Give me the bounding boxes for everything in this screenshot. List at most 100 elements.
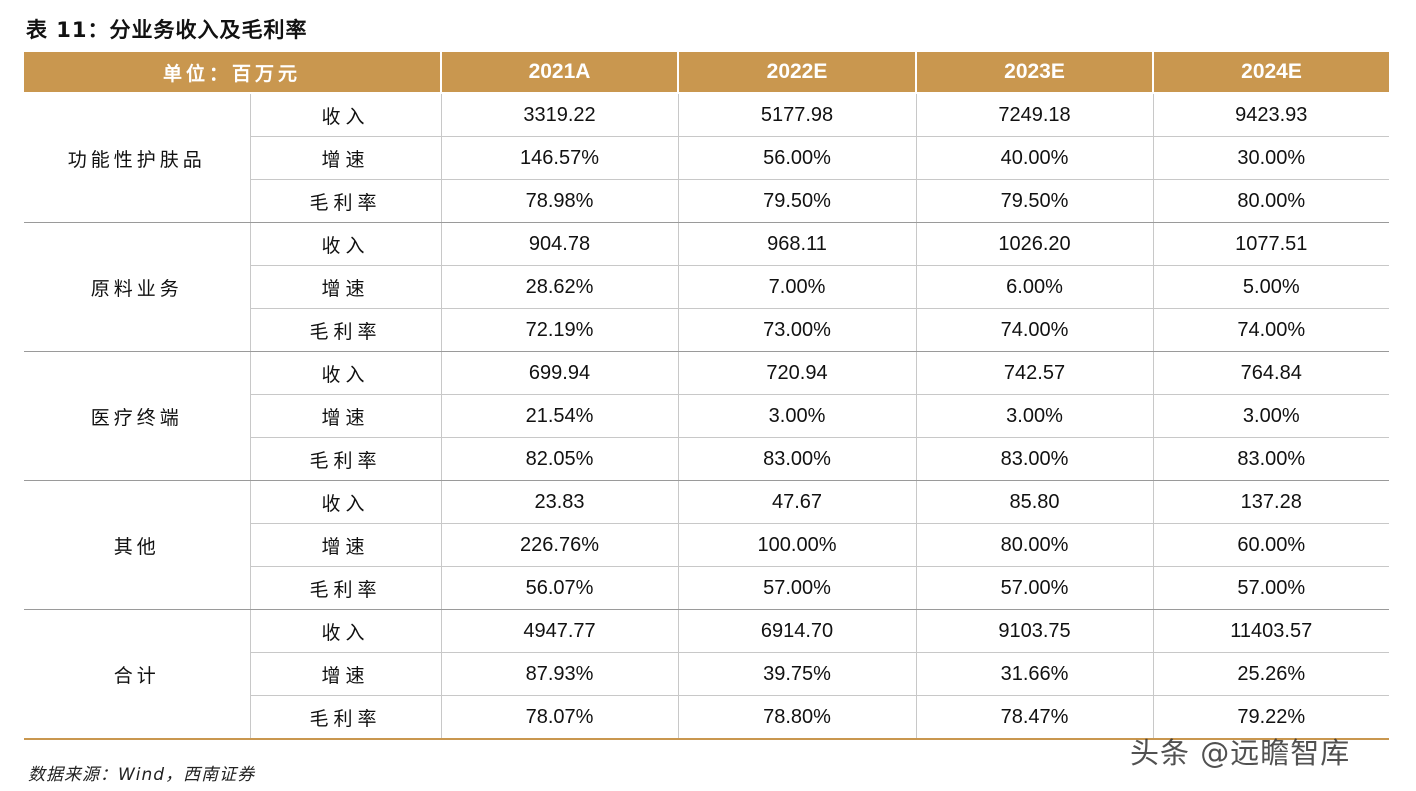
segment-name: 其他: [24, 480, 251, 610]
table-cell: 968.11: [678, 222, 917, 266]
year-header: 2022E: [678, 52, 918, 94]
table-cell: 82.05%: [441, 437, 679, 481]
table-cell: 764.84: [1153, 351, 1390, 395]
metric-label: 收入: [250, 480, 442, 524]
table-cell: 7.00%: [678, 265, 917, 309]
table-cell: 28.62%: [441, 265, 679, 309]
table-row: 增速 146.57% 56.00% 40.00% 30.00%: [24, 136, 1390, 180]
segment-name: 合计: [24, 609, 251, 740]
table-header-row: 单位：百万元 2021A 2022E 2023E 2024E: [24, 52, 1390, 94]
data-source-note: 数据来源：Wind，西南证券: [28, 765, 256, 785]
table-cell: 74.00%: [1153, 308, 1390, 352]
table-cell: 5177.98: [678, 93, 917, 137]
table-cell: 3.00%: [1153, 394, 1390, 438]
table-cell: 57.00%: [1153, 566, 1390, 610]
metric-label: 增速: [250, 652, 442, 696]
table-cell: 3.00%: [916, 394, 1154, 438]
table-cell: 9103.75: [916, 609, 1154, 653]
table-cell: 40.00%: [916, 136, 1154, 180]
year-header: 2024E: [1153, 52, 1390, 94]
table-cell: 3.00%: [678, 394, 917, 438]
metric-label: 毛利率: [250, 695, 442, 740]
table-cell: 21.54%: [441, 394, 679, 438]
table-cell: 56.00%: [678, 136, 917, 180]
table-row: 增速 87.93% 39.75% 31.66% 25.26%: [24, 652, 1390, 696]
table-cell: 56.07%: [441, 566, 679, 610]
table-cell: 78.80%: [678, 695, 917, 740]
table-cell: 79.22%: [1153, 695, 1390, 740]
metric-label: 增速: [250, 394, 442, 438]
table-cell: 699.94: [441, 351, 679, 395]
watermark: 头条 @远瞻智库: [1130, 736, 1351, 770]
table-cell: 79.50%: [916, 179, 1154, 223]
segment-name: 原料业务: [24, 222, 251, 352]
year-header: 2023E: [916, 52, 1155, 94]
table-cell: 720.94: [678, 351, 917, 395]
table-cell: 23.83: [441, 480, 679, 524]
table-cell: 83.00%: [1153, 437, 1390, 481]
metric-label: 增速: [250, 265, 442, 309]
table-row: 增速 28.62% 7.00% 6.00% 5.00%: [24, 265, 1390, 309]
table-row: 合计 收入 4947.77 6914.70 9103.75 11403.57: [24, 609, 1390, 740]
table-cell: 25.26%: [1153, 652, 1390, 696]
table-cell: 9423.93: [1153, 93, 1390, 137]
table-cell: 78.47%: [916, 695, 1154, 740]
table-row: 毛利率 78.07% 78.80% 78.47% 79.22%: [24, 695, 1390, 740]
table-cell: 30.00%: [1153, 136, 1390, 180]
metric-label: 毛利率: [250, 179, 442, 223]
table-row: 医疗终端 收入 699.94 720.94 742.57 764.84: [24, 351, 1390, 481]
table-row: 毛利率 82.05% 83.00% 83.00% 83.00%: [24, 437, 1390, 481]
table-cell: 742.57: [916, 351, 1154, 395]
table-cell: 74.00%: [916, 308, 1154, 352]
unit-header: 单位：百万元: [24, 52, 443, 94]
table-title: 表 11：分业务收入及毛利率: [26, 18, 308, 42]
table-cell: 80.00%: [1153, 179, 1390, 223]
table-cell: 226.76%: [441, 523, 679, 567]
segment-name: 功能性护肤品: [24, 93, 251, 223]
table-row: 毛利率 72.19% 73.00% 74.00% 74.00%: [24, 308, 1390, 352]
table-cell: 80.00%: [916, 523, 1154, 567]
table-cell: 83.00%: [678, 437, 917, 481]
table-cell: 4947.77: [441, 609, 679, 653]
table-row: 增速 21.54% 3.00% 3.00% 3.00%: [24, 394, 1390, 438]
table-cell: 11403.57: [1153, 609, 1390, 653]
table-cell: 72.19%: [441, 308, 679, 352]
table-row: 原料业务 收入 904.78 968.11 1026.20 1077.51: [24, 222, 1390, 352]
metric-label: 增速: [250, 523, 442, 567]
metric-label: 毛利率: [250, 437, 442, 481]
table-cell: 87.93%: [441, 652, 679, 696]
table-cell: 85.80: [916, 480, 1154, 524]
table-cell: 78.07%: [441, 695, 679, 740]
table-cell: 47.67: [678, 480, 917, 524]
table-cell: 904.78: [441, 222, 679, 266]
table-cell: 39.75%: [678, 652, 917, 696]
table-cell: 3319.22: [441, 93, 679, 137]
table-cell: 57.00%: [916, 566, 1154, 610]
table-row: 毛利率 56.07% 57.00% 57.00% 57.00%: [24, 566, 1390, 610]
metric-label: 增速: [250, 136, 442, 180]
table-cell: 60.00%: [1153, 523, 1390, 567]
table-cell: 100.00%: [678, 523, 917, 567]
table-row: 功能性护肤品 收入 3319.22 5177.98 7249.18 9423.9…: [24, 93, 1390, 223]
table-row: 增速 226.76% 100.00% 80.00% 60.00%: [24, 523, 1390, 567]
table-cell: 73.00%: [678, 308, 917, 352]
table-cell: 6.00%: [916, 265, 1154, 309]
table-cell: 6914.70: [678, 609, 917, 653]
table-cell: 146.57%: [441, 136, 679, 180]
table-cell: 31.66%: [916, 652, 1154, 696]
table-cell: 1077.51: [1153, 222, 1390, 266]
table-cell: 1026.20: [916, 222, 1154, 266]
metric-label: 收入: [250, 93, 442, 137]
table-row: 其他 收入 23.83 47.67 85.80 137.28: [24, 480, 1390, 610]
table-cell: 7249.18: [916, 93, 1154, 137]
table-cell: 78.98%: [441, 179, 679, 223]
table-row: 毛利率 78.98% 79.50% 79.50% 80.00%: [24, 179, 1390, 223]
metric-label: 收入: [250, 351, 442, 395]
table-cell: 83.00%: [916, 437, 1154, 481]
segment-revenue-table: 单位：百万元 2021A 2022E 2023E 2024E 功能性护肤品 收入…: [24, 52, 1390, 740]
metric-label: 收入: [250, 222, 442, 266]
table-cell: 137.28: [1153, 480, 1390, 524]
table-cell: 5.00%: [1153, 265, 1390, 309]
segment-name: 医疗终端: [24, 351, 251, 481]
table-cell: 57.00%: [678, 566, 917, 610]
